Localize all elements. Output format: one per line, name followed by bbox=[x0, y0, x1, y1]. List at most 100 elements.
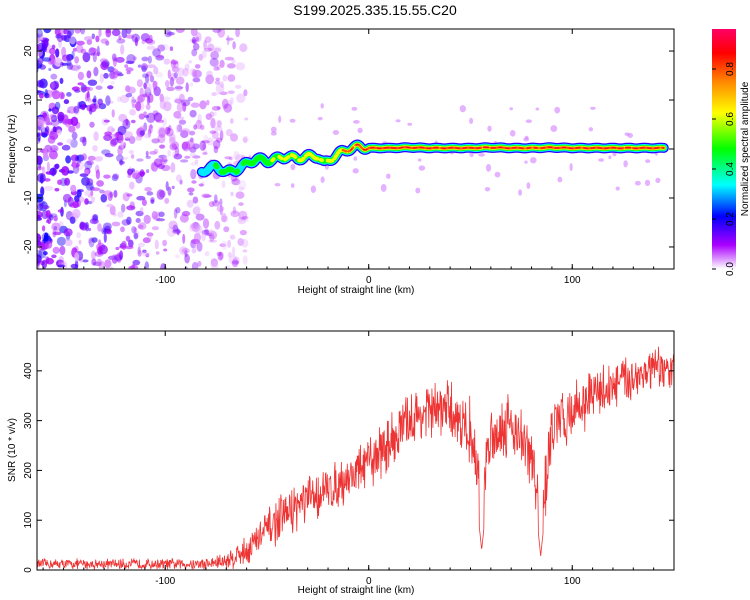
noise-blob bbox=[55, 48, 60, 58]
noise-blob bbox=[235, 29, 240, 38]
snr-plot-area bbox=[37, 331, 674, 570]
noise-blob bbox=[478, 153, 485, 157]
spectrogram-noise-blobs bbox=[37, 29, 661, 269]
noise-blob bbox=[353, 120, 360, 124]
noise-blob bbox=[87, 79, 98, 86]
noise-blob bbox=[109, 191, 113, 198]
noise-blob bbox=[205, 113, 212, 120]
noise-blob bbox=[608, 155, 612, 160]
noise-blob bbox=[529, 157, 537, 164]
noise-blob bbox=[61, 62, 68, 66]
noise-blob bbox=[37, 90, 42, 94]
noise-blob bbox=[135, 101, 142, 112]
noise-blob bbox=[125, 67, 134, 72]
noise-blob bbox=[165, 80, 170, 88]
noise-blob bbox=[120, 44, 125, 55]
noise-blob bbox=[219, 91, 228, 96]
noise-blob bbox=[53, 231, 62, 236]
noise-blob bbox=[37, 167, 42, 171]
noise-blob bbox=[116, 38, 126, 44]
noise-blob bbox=[45, 171, 54, 175]
y-tick-label: 300 bbox=[23, 412, 34, 429]
ridge-band bbox=[350, 143, 665, 151]
noise-blob bbox=[206, 70, 213, 78]
noise-blob bbox=[121, 156, 129, 160]
noise-blob bbox=[127, 168, 134, 175]
noise-blob bbox=[44, 240, 53, 249]
noise-blob bbox=[48, 150, 58, 160]
noise-blob bbox=[54, 163, 60, 169]
noise-blob bbox=[63, 29, 69, 35]
noise-blob bbox=[241, 238, 249, 248]
noise-blob bbox=[57, 209, 64, 213]
noise-blob bbox=[191, 180, 197, 184]
noise-blob bbox=[70, 184, 77, 193]
noise-blob bbox=[195, 32, 202, 43]
noise-blob bbox=[223, 265, 231, 269]
noise-blob bbox=[125, 245, 134, 250]
noise-blob bbox=[90, 196, 95, 203]
noise-blob bbox=[233, 151, 240, 160]
noise-blob bbox=[37, 29, 43, 38]
noise-blob bbox=[131, 96, 136, 106]
noise-blob bbox=[92, 98, 97, 103]
noise-blob bbox=[182, 101, 187, 112]
noise-blob bbox=[407, 122, 413, 126]
noise-blob bbox=[221, 212, 227, 223]
snr-series-line bbox=[37, 346, 674, 570]
noise-blob bbox=[168, 220, 178, 230]
noise-blob bbox=[225, 37, 234, 41]
noise-blob bbox=[141, 56, 149, 62]
noise-blob bbox=[170, 60, 179, 65]
noise-blob bbox=[242, 255, 248, 265]
noise-blob bbox=[105, 29, 112, 38]
noise-blob bbox=[230, 133, 238, 142]
noise-blob bbox=[174, 97, 181, 103]
noise-blob bbox=[190, 29, 198, 37]
noise-blob bbox=[634, 180, 641, 186]
noise-blob bbox=[66, 92, 72, 97]
noise-blob bbox=[238, 210, 248, 220]
x-tick-label: 100 bbox=[564, 576, 581, 587]
noise-blob bbox=[130, 154, 135, 159]
noise-blob bbox=[192, 77, 201, 83]
noise-blob bbox=[170, 162, 176, 173]
noise-blob bbox=[170, 58, 176, 69]
x-tick-label: 100 bbox=[564, 275, 581, 286]
noise-blob bbox=[189, 223, 197, 232]
noise-blob bbox=[598, 158, 605, 162]
noise-blob bbox=[243, 137, 248, 144]
noise-blob bbox=[192, 206, 201, 216]
noise-blob bbox=[59, 245, 66, 256]
noise-blob bbox=[191, 39, 198, 44]
noise-blob bbox=[181, 210, 191, 217]
noise-blob bbox=[212, 200, 220, 207]
noise-blob bbox=[41, 225, 46, 232]
noise-blob bbox=[45, 219, 50, 224]
noise-blob bbox=[37, 259, 40, 266]
noise-blob bbox=[48, 108, 52, 112]
noise-blob bbox=[91, 258, 97, 266]
noise-blob bbox=[624, 132, 630, 136]
noise-blob bbox=[215, 77, 220, 82]
noise-blob bbox=[126, 193, 133, 197]
noise-blob bbox=[535, 107, 540, 111]
noise-blob bbox=[195, 36, 200, 42]
noise-blob bbox=[210, 50, 220, 60]
noise-blob bbox=[623, 160, 628, 168]
noise-blob bbox=[89, 47, 98, 53]
noise-blob bbox=[290, 163, 296, 171]
noise-blob bbox=[218, 251, 224, 260]
noise-blob bbox=[82, 136, 87, 147]
noise-blob bbox=[216, 64, 221, 71]
noise-blob bbox=[77, 82, 84, 86]
noise-blob bbox=[144, 261, 149, 269]
noise-blob bbox=[187, 96, 194, 102]
noise-blob bbox=[49, 47, 56, 55]
noise-blob bbox=[238, 202, 244, 206]
noise-blob bbox=[130, 119, 136, 124]
noise-blob bbox=[205, 74, 215, 85]
noise-blob bbox=[63, 228, 73, 237]
noise-blob bbox=[50, 145, 59, 153]
noise-blob bbox=[47, 135, 56, 144]
